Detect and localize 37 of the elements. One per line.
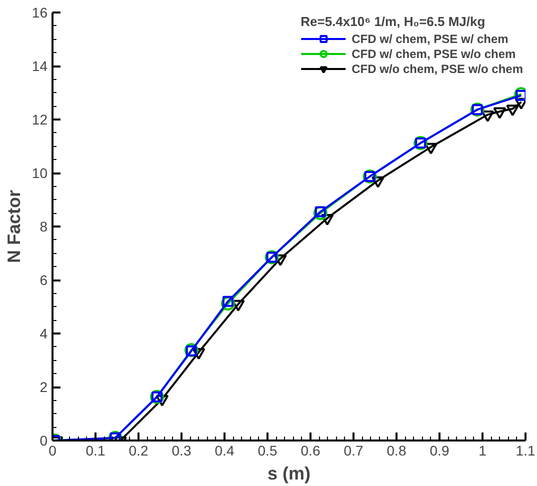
chart-title: Re=5.4x10⁶ 1/m, H₀=6.5 MJ/kg	[300, 14, 486, 29]
y-tick-label: 10	[32, 165, 48, 181]
legend-label: CFD w/ chem, PSE w/ chem	[352, 31, 508, 46]
x-tick-label: 0.8	[386, 442, 406, 458]
y-tick-label: 16	[32, 4, 48, 20]
legend-label: CFD w/o chem, PSE w/o chem	[352, 61, 523, 76]
point	[493, 107, 506, 119]
y-tick-label: 12	[32, 112, 48, 128]
point	[516, 90, 526, 101]
point	[274, 254, 287, 266]
y-tick-label: 14	[32, 58, 48, 74]
x-tick-label: 0.1	[86, 442, 106, 458]
point	[220, 296, 235, 311]
x-tick-label: 0.5	[258, 442, 278, 458]
y-tick-label: 6	[40, 272, 48, 288]
legend-label: CFD w/ chem, PSE w/o chem	[352, 46, 516, 61]
point	[222, 296, 234, 307]
point	[506, 104, 520, 116]
point	[424, 142, 438, 154]
x-tick-label: 0.2	[128, 442, 148, 458]
y-tick-label: 8	[40, 218, 48, 234]
x-tick-label: 0.7	[344, 442, 364, 458]
point	[313, 206, 328, 220]
point	[372, 176, 385, 188]
x-tick-label: 0.3	[172, 442, 192, 458]
y-tick-label: 4	[40, 326, 48, 342]
x-tick-label: 0.4	[214, 442, 234, 458]
x-tick-label: 1.1	[516, 442, 536, 458]
point	[481, 110, 494, 122]
y-tick-label: 0	[40, 432, 48, 448]
y-tick-label: 2	[40, 379, 48, 395]
x-tick-label: 1	[478, 442, 487, 458]
point	[314, 206, 326, 218]
x-tick-label: 0.6	[300, 442, 320, 458]
x-axis-title: s (m)	[268, 464, 311, 484]
y-axis-title: N Factor	[4, 190, 24, 264]
x-tick-label: 0.9	[430, 442, 450, 458]
